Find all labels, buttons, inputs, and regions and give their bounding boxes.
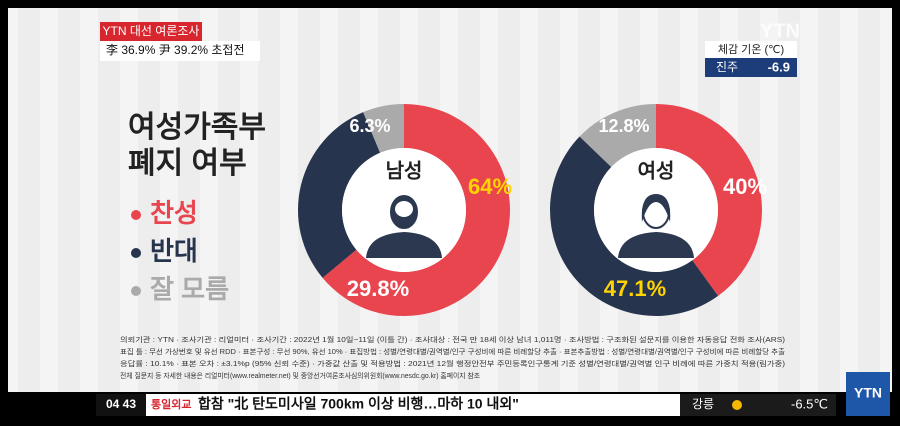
ticker-bar <box>96 394 836 416</box>
person-hair <box>641 194 671 222</box>
note-line: 전체 질문지 등 자세한 내용은 리얼미터(www.realmeter.net)… <box>120 371 481 380</box>
ticker-headline: 합참 "北 탄도미사일 700km 이상 비행…마하 10 내외" <box>198 396 519 412</box>
value-label: 40% <box>723 174 767 199</box>
header-sub-box <box>100 41 260 61</box>
person-body <box>618 232 694 258</box>
chart-title: 남성 <box>386 159 423 182</box>
person-body <box>366 232 442 258</box>
weather-box <box>705 58 797 77</box>
legend-label: 찬성 <box>150 198 198 228</box>
logo: YTN <box>854 385 882 401</box>
ticker-weather-box <box>680 394 836 416</box>
donut-segment <box>363 104 404 153</box>
value-label: 6.3% <box>349 116 390 136</box>
donut-segment <box>550 136 719 317</box>
value-label: 29.8% <box>347 276 409 301</box>
donut-segment <box>579 104 656 168</box>
header-tag-box <box>100 22 202 41</box>
header-subtitle: 李 36.9% 尹 39.2% 초접전 <box>106 42 245 57</box>
weather-label: 체감 기온 (℃) <box>718 43 784 56</box>
header-tag: YTN 대선 여론조사 <box>103 24 200 38</box>
note-line: 응답률 : 10.1% · 표본 오차 : ±3.1%p (95% 신뢰 수준)… <box>120 359 785 368</box>
donut-segment <box>322 104 511 316</box>
charts: 남성 64% 29.8% 6.3% 여성 40% 47.1% 12.8% <box>298 104 767 317</box>
note-line: 의뢰기관 : YTN · 조사기관 : 리얼미터 · 조사기간 : 2022년 … <box>120 335 785 344</box>
value-label: 47.1% <box>604 276 666 301</box>
ticker-temp: -6.5℃ <box>791 396 828 411</box>
legend-dot <box>131 210 141 220</box>
note-line: 표집 틀 : 무선 가상번호 및 유선 RDD · 표본구성 : 무선 90%,… <box>120 347 786 356</box>
headline: 폐지 여부 <box>128 147 247 180</box>
ytn-watermark: YTN <box>760 20 800 42</box>
weather-label-box <box>705 41 797 58</box>
logo-box <box>846 372 890 416</box>
value-label: 64% <box>468 174 512 199</box>
legend-dot <box>131 286 141 296</box>
value-label: 12.8% <box>598 116 649 136</box>
weather-temp: -6.9 <box>768 59 790 74</box>
legend-dot <box>131 248 141 258</box>
ticker-section: 통일외교 <box>151 397 191 411</box>
ticker-time-box <box>96 394 146 416</box>
ticker-time: 04 43 <box>106 397 136 411</box>
person-face <box>395 201 413 217</box>
legend-label: 반대 <box>150 236 198 266</box>
legend-label: 잘 모름 <box>150 274 229 304</box>
headline: 여성가족부 <box>128 111 266 144</box>
donut-segment <box>298 112 381 278</box>
ticker-city: 강릉 <box>692 397 714 411</box>
sun-icon <box>732 400 742 410</box>
donut-segment <box>656 104 763 296</box>
notes: 의뢰기관 : YTN · 조사기관 : 리얼미터 · 조사기간 : 2022년 … <box>120 335 786 380</box>
weather-city: 진주 <box>716 60 738 74</box>
chart-title: 여성 <box>638 159 675 182</box>
